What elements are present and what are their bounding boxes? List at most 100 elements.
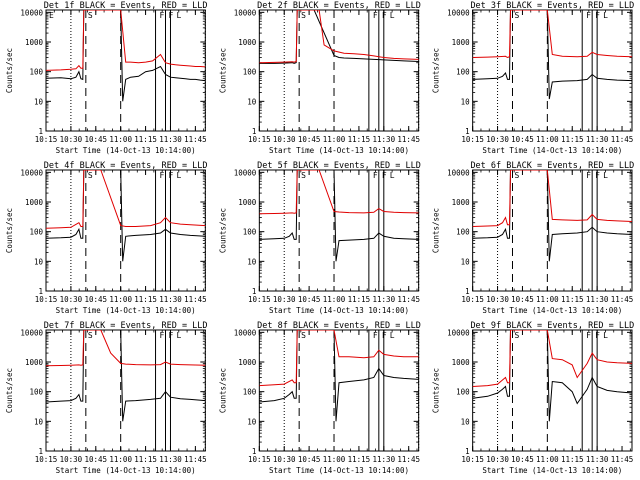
interval-marker-label: F bbox=[586, 171, 591, 180]
y-tick-label: 1 bbox=[252, 287, 257, 296]
y-tick-label: 1 bbox=[465, 447, 470, 456]
chart-panel-3: Det 3f BLACK = Events, RED = LLD 1 10 100 10… bbox=[432, 1, 635, 155]
y-tick-label: 10 bbox=[461, 257, 471, 266]
x-tick-label: 11:30 bbox=[159, 455, 182, 464]
y-tick-label: 1 bbox=[252, 447, 257, 456]
x-tick-label: 11:30 bbox=[373, 455, 396, 464]
chart-panel-9: Det 9f BLACK = Events, RED = LLD 1 10 100 10… bbox=[432, 321, 635, 475]
interval-marker-label: F bbox=[595, 11, 600, 20]
events-series-line bbox=[46, 330, 206, 422]
x-tick-label: 11:45 bbox=[184, 135, 207, 144]
x-tick-label: 11:30 bbox=[586, 135, 609, 144]
x-tick-label: 10:45 bbox=[85, 295, 108, 304]
y-axis-label: Counts/sec bbox=[5, 48, 14, 93]
x-tick-label: 11:30 bbox=[159, 295, 182, 304]
series-group bbox=[259, 170, 419, 262]
plot-frame bbox=[472, 9, 633, 132]
x-axis-label: Start Time (14-Oct-13 10:14:00) bbox=[56, 146, 196, 155]
plot-frame bbox=[45, 329, 206, 452]
interval-marker-label: S bbox=[514, 11, 519, 20]
plot-frame bbox=[45, 9, 206, 132]
y-tick-label: 10000 bbox=[447, 8, 470, 17]
y-axis-label: Counts/sec bbox=[432, 48, 441, 93]
series-group bbox=[472, 330, 632, 422]
x-tick-label: 11:30 bbox=[159, 135, 182, 144]
x-tick-label: 10:15 bbox=[461, 455, 484, 464]
y-tick-label: 1000 bbox=[25, 358, 44, 367]
interval-marker-label: L bbox=[176, 171, 181, 180]
series-group bbox=[46, 330, 206, 422]
y-tick-label: 1000 bbox=[25, 198, 44, 207]
y-tick-label: 10 bbox=[461, 417, 471, 426]
events-series-line bbox=[472, 170, 632, 262]
events-series-line bbox=[46, 10, 206, 102]
interval-marker-label: F bbox=[160, 171, 165, 180]
x-tick-label: 11:00 bbox=[536, 295, 559, 304]
x-tick-label: 11:45 bbox=[184, 295, 207, 304]
y-tick-label: 10000 bbox=[447, 168, 470, 177]
x-tick-label: 10:15 bbox=[35, 455, 58, 464]
events-series-line bbox=[46, 170, 206, 262]
y-tick-label: 1000 bbox=[238, 38, 257, 47]
x-tick-label: 10:30 bbox=[486, 135, 509, 144]
interval-marker-label: L bbox=[603, 11, 608, 20]
x-tick-label: 10:30 bbox=[486, 455, 509, 464]
y-tick-label: 1000 bbox=[238, 358, 257, 367]
chart-title: Det 4f BLACK = Events, RED = LLD bbox=[44, 161, 208, 171]
y-tick-label: 10 bbox=[34, 97, 44, 106]
interval-marker-label: F bbox=[595, 331, 600, 340]
y-tick-label: 10 bbox=[461, 97, 471, 106]
events-series-line bbox=[472, 10, 632, 100]
chart-title: Det 9f BLACK = Events, RED = LLD bbox=[470, 321, 634, 331]
x-tick-label: 10:30 bbox=[273, 295, 296, 304]
series-group bbox=[472, 10, 632, 100]
lld-series-line bbox=[259, 330, 419, 387]
y-tick-label: 100 bbox=[243, 228, 257, 237]
y-tick-label: 10000 bbox=[20, 8, 43, 17]
x-axis-label: Start Time (14-Oct-13 10:14:00) bbox=[482, 306, 622, 315]
plot-frame bbox=[258, 169, 420, 292]
x-tick-label: 10:15 bbox=[248, 135, 271, 144]
y-axis-label: Counts/sec bbox=[432, 208, 441, 253]
y-tick-label: 1000 bbox=[238, 198, 257, 207]
x-tick-label: 11:15 bbox=[561, 455, 584, 464]
chart-title: Det 1f BLACK = Events, RED = LLD bbox=[44, 1, 208, 11]
y-axis-label: Counts/sec bbox=[432, 368, 441, 413]
chart-title: Det 6f BLACK = Events, RED = LLD bbox=[470, 161, 634, 171]
lld-series-line bbox=[472, 330, 632, 387]
x-tick-label: 10:45 bbox=[298, 455, 321, 464]
plot-frame bbox=[472, 169, 633, 292]
x-tick-label: 11:30 bbox=[373, 135, 396, 144]
x-tick-label: 11:45 bbox=[611, 295, 634, 304]
x-tick-label: 10:15 bbox=[35, 135, 58, 144]
x-axis-label: Start Time (14-Oct-13 10:14:00) bbox=[269, 466, 409, 475]
y-tick-label: 1000 bbox=[452, 198, 471, 207]
x-tick-label: 11:00 bbox=[323, 135, 346, 144]
y-tick-label: 1 bbox=[38, 447, 43, 456]
chart-panel-6: Det 6f BLACK = Events, RED = LLD 1 10 100 10… bbox=[432, 161, 635, 315]
interval-marker-label: F bbox=[160, 331, 165, 340]
x-tick-label: 11:15 bbox=[134, 135, 157, 144]
x-axis-label: Start Time (14-Oct-13 10:14:00) bbox=[482, 466, 622, 475]
interval-marker-label: F bbox=[373, 11, 378, 20]
y-tick-label: 100 bbox=[29, 388, 43, 397]
interval-marker-label: S bbox=[514, 331, 519, 340]
x-tick-label: 11:30 bbox=[586, 455, 609, 464]
x-tick-label: 10:30 bbox=[60, 135, 83, 144]
y-tick-label: 100 bbox=[456, 228, 470, 237]
x-tick-label: 10:45 bbox=[85, 455, 108, 464]
chart-panel-7: Det 7f BLACK = Events, RED = LLD 1 10 100 10… bbox=[5, 321, 208, 475]
x-tick-label: 11:00 bbox=[109, 135, 132, 144]
interval-marker-label: E bbox=[49, 11, 54, 20]
y-tick-label: 10000 bbox=[234, 8, 257, 17]
interval-marker-label: F bbox=[373, 171, 378, 180]
chart-panel-2: Det 2f BLACK = Events, RED = LLD 1 10 100 10… bbox=[218, 1, 421, 155]
y-tick-label: 100 bbox=[29, 68, 43, 77]
plot-frame bbox=[258, 329, 420, 452]
x-axis-label: Start Time (14-Oct-13 10:14:00) bbox=[269, 306, 409, 315]
series-group bbox=[472, 170, 632, 262]
events-series-line bbox=[259, 330, 419, 422]
x-tick-label: 11:15 bbox=[348, 135, 371, 144]
plot-frame bbox=[258, 9, 420, 132]
